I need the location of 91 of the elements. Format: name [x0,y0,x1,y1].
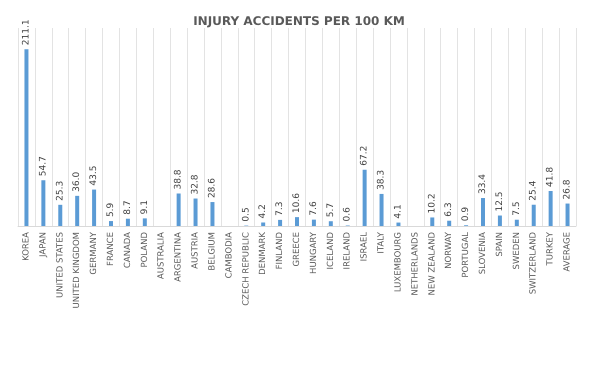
x-tick-label: LUXEMBOURG [393,232,404,292]
x-tick-label: AUSTRALIA [156,232,167,280]
x-tick-label: BELGIUM [207,232,218,271]
data-label: 0.6 [342,206,353,222]
bar [481,198,485,226]
data-label: 0.5 [241,207,252,222]
data-label: 54.7 [38,156,48,176]
x-tick-label: IRELAND [342,232,353,270]
x-tick-label: FINLAND [275,232,286,270]
x-tick-label: POLAND [140,232,150,268]
x-tick-label: DENMARK [258,232,268,275]
bar [194,198,198,226]
chart-title: INJURY ACCIDENTS PER 100 KM [193,14,405,28]
bar [109,221,113,226]
data-label: 10.6 [292,192,302,214]
x-tick-label: TURKEY [546,231,556,266]
data-label: 5.7 [326,202,336,218]
x-tick-label: AVERAGE [562,232,573,272]
x-tick-label: GERMANY [89,231,100,275]
data-label: 41.8 [546,166,556,187]
data-label: 7.6 [308,201,319,216]
bar [142,218,147,226]
bar [312,220,316,226]
data-label: 5.9 [106,202,116,218]
data-label: 32.8 [190,174,201,195]
bar [278,220,282,226]
x-tick-label: AUSTRIA [190,232,201,269]
bar [126,218,130,226]
data-label: 28.6 [207,178,218,198]
data-label: 36.0 [72,172,82,192]
data-label: 7.3 [275,202,286,216]
bar [58,204,62,226]
x-tick-label: UNITED STATES [55,232,66,298]
data-label: 0.9 [461,206,472,222]
x-tick-label: ISRAEL [360,232,370,262]
x-tick-label: NORWAY [444,231,454,269]
bar [210,202,214,226]
bar [396,222,400,226]
x-tick-label: SPAIN [494,232,505,257]
bar [261,222,266,226]
x-tick-label: SWITZERLAND [528,232,539,294]
data-label: 43.5 [89,166,100,186]
bar [447,220,452,226]
x-tick-label: SLOVENIA [478,232,488,274]
bar [566,204,570,226]
x-tick-label: HUNGARY [308,231,319,274]
bar [328,221,333,226]
bar [295,217,299,226]
x-tick-label: JAPAN [38,232,48,258]
data-label: 67.2 [360,146,370,166]
data-label: 7.5 [512,201,522,216]
x-tick-label: KOREA [21,232,32,261]
x-tick-label: CZECH REPUBLIC [241,232,252,306]
data-label: 211.1 [21,19,32,46]
x-tick-label: GREECE [292,232,302,267]
data-label: 26.8 [562,179,573,200]
data-label: 8.7 [122,200,133,215]
data-label: 10.2 [427,193,438,214]
data-label: 4.1 [393,204,404,219]
data-label: 4.2 [258,204,268,218]
x-tick-label: NETHERLANDS [410,232,420,296]
bar [176,194,181,226]
data-label: 38.8 [174,169,184,190]
bar [380,194,384,226]
bar [362,170,367,226]
x-tick-label: SWEDEN [512,232,522,270]
x-tick-label: ICELAND [326,232,336,270]
x-tick-label: ARGENTINA [174,232,184,282]
x-tick-label: CANADA [122,232,133,268]
bar [532,204,536,226]
data-label: 25.4 [528,180,539,201]
data-label: 33.4 [478,174,488,194]
bar [498,216,502,226]
data-label: 9.1 [140,200,150,214]
x-tick-label: FRANCE [106,232,116,266]
data-label: 38.3 [376,170,387,190]
data-label: 12.5 [494,191,505,212]
bar [430,217,434,226]
bar [514,220,519,226]
x-tick-label: UNITED KINGDOM [72,232,82,308]
bar [75,196,80,226]
data-label: 6.3 [444,202,454,217]
x-tick-label: PORTUGAL [461,232,472,278]
x-tick-label: NEW ZEALAND [427,232,438,296]
x-tick-label: CAMBODIA [224,232,234,278]
bar [548,190,553,226]
bar [92,190,96,226]
x-tick-label: ITALY [376,231,387,254]
bar [41,180,46,226]
data-label: 25.3 [55,180,66,201]
bar [24,49,28,226]
